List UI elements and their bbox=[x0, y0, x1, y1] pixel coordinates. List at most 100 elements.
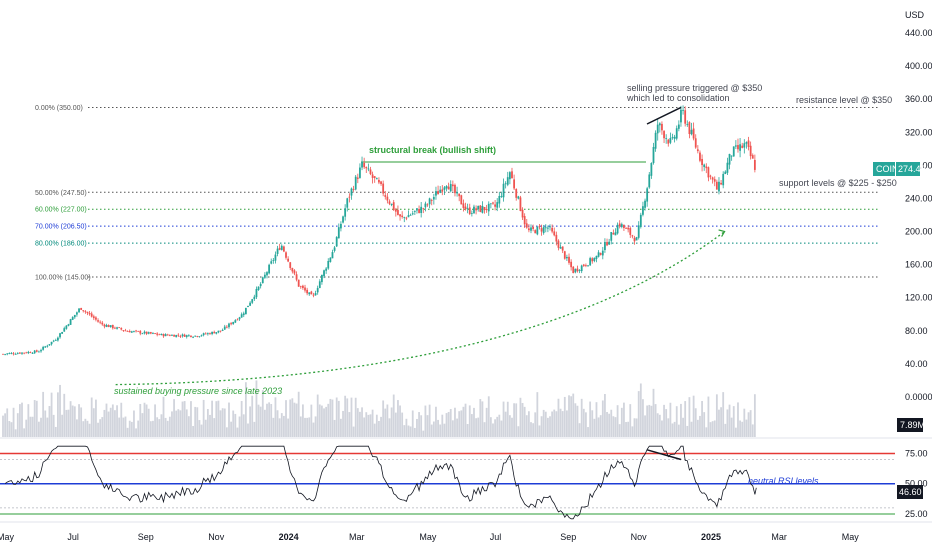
candle-body bbox=[475, 208, 477, 211]
volume-bar bbox=[310, 404, 313, 437]
candle-body bbox=[18, 352, 21, 354]
candle-body bbox=[378, 179, 380, 183]
volume-bar bbox=[654, 404, 657, 437]
volume-bar bbox=[737, 402, 739, 437]
y-tick-label: 360.00 bbox=[905, 94, 932, 104]
annotation-sustained-buying: sustained buying pressure since late 202… bbox=[114, 386, 282, 396]
volume-bar bbox=[221, 408, 224, 437]
candle-body bbox=[99, 321, 102, 323]
volume-bar bbox=[538, 425, 541, 437]
candle-body bbox=[215, 332, 218, 334]
volume-bar bbox=[152, 420, 154, 437]
volume-bar bbox=[149, 421, 152, 437]
volume-bar bbox=[143, 402, 146, 437]
candle-body bbox=[549, 226, 551, 228]
candle-body bbox=[230, 323, 232, 325]
candle-body bbox=[327, 260, 330, 269]
candle-body bbox=[31, 353, 34, 354]
volume-bar bbox=[344, 395, 347, 437]
candle-body bbox=[479, 205, 482, 212]
candle-body bbox=[620, 224, 623, 227]
rsi-badge-bg bbox=[897, 485, 923, 499]
candle-body bbox=[563, 251, 566, 259]
last-price-badge-bg bbox=[896, 162, 920, 176]
candle-body bbox=[428, 198, 431, 205]
volume-bar bbox=[272, 417, 275, 437]
volume-bar bbox=[27, 404, 30, 437]
volume-bar bbox=[413, 427, 416, 437]
volume-bar bbox=[587, 427, 589, 437]
volume-bar bbox=[435, 406, 437, 437]
candle-body bbox=[175, 334, 178, 338]
volume-bar bbox=[63, 393, 66, 437]
candle-body bbox=[346, 198, 349, 208]
candle-body bbox=[287, 258, 290, 262]
candle-body bbox=[367, 168, 370, 170]
candle-body bbox=[90, 313, 93, 317]
candle-body bbox=[4, 353, 7, 355]
volume-bar bbox=[270, 403, 273, 437]
fib-label: 80.00% (186.00) bbox=[35, 241, 87, 248]
volume-bar bbox=[718, 409, 720, 437]
volume-bar bbox=[724, 423, 727, 437]
candle-body bbox=[166, 334, 169, 336]
volume-bar bbox=[747, 412, 750, 437]
candle-body bbox=[156, 333, 159, 335]
candle-body bbox=[454, 184, 456, 194]
candle-body bbox=[557, 240, 560, 248]
volume-bar bbox=[599, 415, 602, 437]
volume-bar bbox=[120, 402, 123, 437]
candle-body bbox=[242, 313, 245, 316]
candle-body bbox=[599, 253, 602, 255]
candle-body bbox=[422, 208, 425, 210]
candle-body bbox=[185, 335, 188, 337]
volume-bar bbox=[247, 423, 249, 437]
candle-body bbox=[25, 352, 28, 354]
volume-bar bbox=[447, 411, 450, 437]
candle-body bbox=[221, 329, 224, 331]
volume-bar bbox=[483, 422, 486, 437]
candle-body bbox=[168, 335, 171, 336]
candle-body bbox=[606, 242, 608, 246]
x-tick-label: May bbox=[419, 532, 437, 542]
volume-bar bbox=[105, 403, 108, 437]
candle-body bbox=[730, 155, 733, 157]
candle-body bbox=[462, 203, 465, 208]
volume-bar bbox=[2, 415, 4, 437]
candle-body bbox=[413, 210, 416, 212]
volume-bar bbox=[694, 408, 697, 437]
candle-body bbox=[703, 164, 706, 168]
volume-bar bbox=[206, 409, 209, 437]
volume-bar bbox=[40, 417, 42, 437]
candle-body bbox=[673, 136, 676, 139]
candle-body bbox=[128, 330, 131, 333]
volume-bar bbox=[487, 396, 490, 437]
candle-body bbox=[204, 333, 207, 335]
candle-body bbox=[217, 330, 220, 333]
volume-bar bbox=[728, 404, 731, 437]
candle-body bbox=[130, 331, 133, 333]
volume-bar bbox=[378, 420, 380, 437]
candle-body bbox=[390, 203, 393, 206]
candle-body bbox=[304, 287, 306, 291]
candle-body bbox=[363, 162, 366, 168]
rsi-tick-label: 50.00 bbox=[905, 479, 928, 489]
volume-bar bbox=[219, 410, 222, 437]
rsi-tick-label: 25.00 bbox=[905, 509, 928, 519]
volume-bar bbox=[574, 403, 577, 437]
candle-body bbox=[470, 213, 473, 215]
volume-bar bbox=[610, 409, 613, 437]
candle-body bbox=[553, 231, 556, 236]
volume-bar bbox=[35, 400, 38, 437]
x-tick-label: Jul bbox=[490, 532, 502, 542]
candle-body bbox=[542, 227, 545, 234]
candle-body bbox=[162, 334, 165, 337]
candle-body bbox=[316, 288, 319, 293]
candle-body bbox=[382, 183, 385, 194]
candle-body bbox=[101, 322, 104, 325]
selling-trendline bbox=[646, 106, 682, 125]
volume-bar bbox=[544, 411, 547, 437]
rsi-divergence-trendline bbox=[646, 449, 682, 461]
volume-bar bbox=[242, 414, 245, 437]
